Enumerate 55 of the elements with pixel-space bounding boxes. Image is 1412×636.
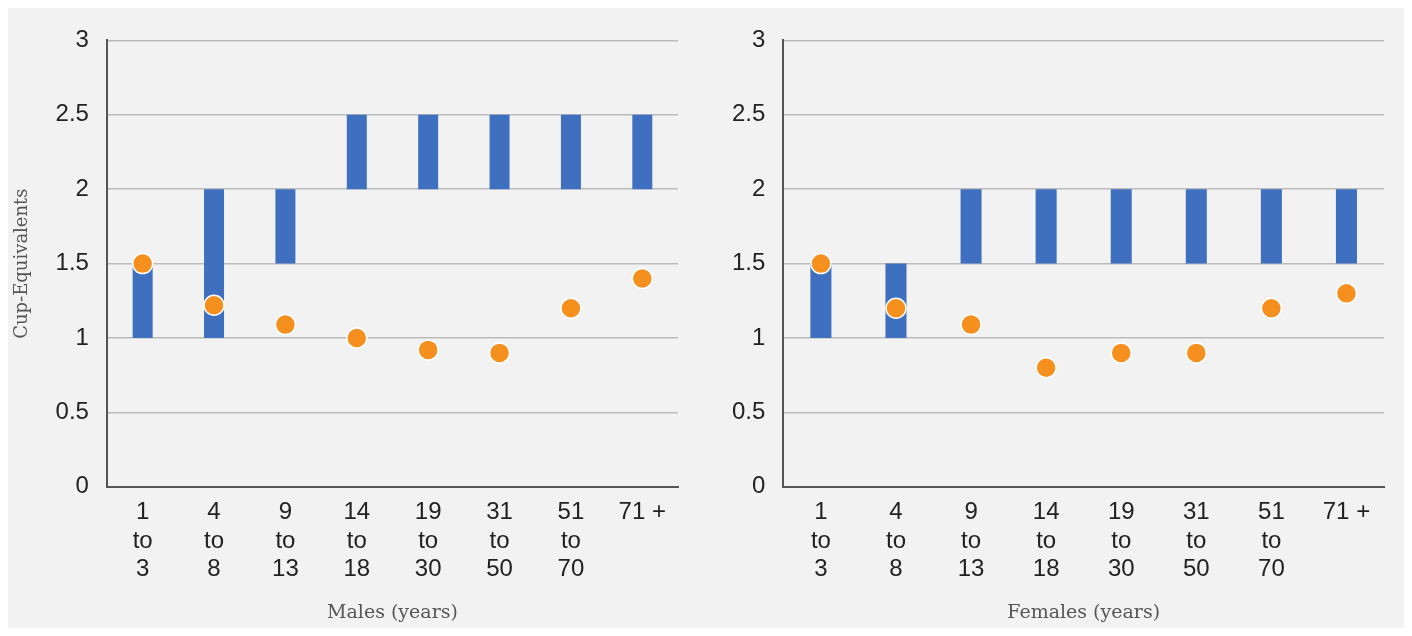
y-tick-label: 1 (75, 322, 89, 350)
point (1260, 297, 1283, 319)
point (203, 294, 225, 317)
x-tick-label: 31 to 50 (1182, 496, 1210, 582)
point (1185, 342, 1208, 364)
bar (489, 114, 510, 190)
x-tick-label: 14 to 18 (1032, 496, 1060, 582)
x-tick-label: 1 to 3 (810, 496, 831, 582)
y-tick-label: 0 (75, 471, 89, 499)
y-tick-label: 2.5 (731, 99, 766, 127)
point (488, 342, 511, 364)
x-tick-label: 1 to 3 (132, 496, 153, 582)
point (810, 252, 832, 275)
x-tick-label: 19 to 30 (414, 496, 442, 582)
point (417, 339, 439, 361)
x-tick-label: 9 to 13 (272, 496, 299, 582)
x-axis-title: Males (years) (327, 599, 458, 622)
point (131, 252, 154, 275)
point (1335, 282, 1358, 305)
point (885, 297, 907, 319)
bar (275, 189, 296, 264)
y-tick-label: 1 (752, 322, 766, 350)
y-axis-title: Cup-Equivalents (10, 188, 32, 339)
point (631, 267, 654, 290)
x-tick-label: 71 + (618, 496, 667, 524)
x-axis-title: Females (years) (1007, 599, 1161, 622)
point (1110, 342, 1132, 364)
y-tick-label: 3 (75, 25, 89, 53)
y-tick-label: 2.5 (55, 99, 89, 127)
x-tick-label: 14 to 18 (343, 496, 371, 582)
y-tick-label: 3 (752, 25, 766, 53)
x-tick-label: 4 to 8 (885, 496, 906, 582)
x-tick-label: 51 to 70 (557, 496, 585, 582)
y-tick-label: 2 (75, 173, 89, 201)
y-tick-label: 1.5 (55, 248, 89, 276)
bar (418, 114, 439, 190)
y-tick-label: 0 (752, 471, 766, 499)
point (960, 313, 982, 336)
bar (560, 114, 581, 190)
bar (632, 114, 653, 190)
x-tick-label: 31 to 50 (486, 496, 513, 582)
x-tick-label: 71 + (1322, 496, 1371, 524)
point (560, 297, 582, 319)
x-tick-label: 9 to 13 (957, 496, 985, 582)
y-tick-label: 0.5 (731, 397, 766, 425)
x-tick-label: 51 to 70 (1258, 496, 1285, 582)
point (346, 327, 368, 349)
y-tick-label: 0.5 (55, 397, 89, 425)
y-tick-label: 1.5 (731, 248, 766, 276)
bar (346, 114, 367, 190)
point (1035, 357, 1057, 379)
x-tick-label: 4 to 8 (204, 496, 225, 582)
x-tick-label: 19 to 30 (1107, 496, 1135, 582)
point (274, 313, 297, 336)
y-tick-label: 2 (752, 173, 766, 201)
